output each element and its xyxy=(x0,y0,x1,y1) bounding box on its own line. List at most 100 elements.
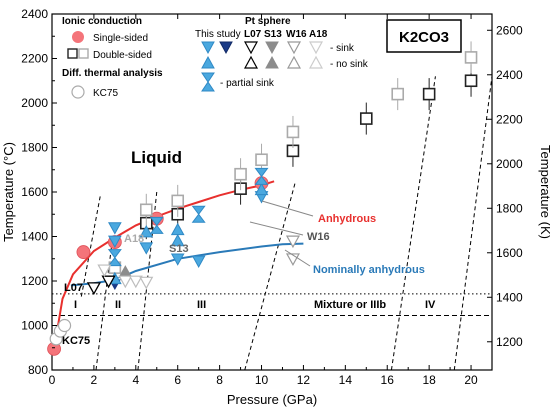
double-sided-point-gray xyxy=(171,194,185,208)
legend-l07-nosink-marker xyxy=(243,55,259,69)
legend-w16-sink-marker xyxy=(286,41,302,55)
y-tick-label: 1000 xyxy=(21,319,48,333)
l07-sink-point xyxy=(86,282,102,296)
y-right-tick-label: 1600 xyxy=(496,246,523,260)
single-sided-point xyxy=(76,245,91,259)
y-tick-label: 800 xyxy=(28,363,48,377)
double-sided-point-gray xyxy=(255,153,268,167)
legend-partial-sink: - partial sink xyxy=(220,78,275,89)
legend-this-study-nosink-marker xyxy=(201,55,215,69)
this-study-sink-point xyxy=(108,222,122,235)
phase-boundary-line xyxy=(390,76,436,371)
legend-ionic: Ionic conduction Single-sided Double-sid… xyxy=(62,16,163,99)
legend-pt-sphere: Pt sphere This study L07 S13 W16 A18 - s… xyxy=(195,16,369,92)
leader-w16 xyxy=(249,221,304,236)
double-sided-point-gray xyxy=(391,87,405,101)
legend-partial-sink-marker xyxy=(201,72,215,92)
legend-col-a18: A18 xyxy=(309,29,328,40)
legend-this-study-sink-dark-marker xyxy=(219,41,233,55)
annotation-a18: A18 xyxy=(124,233,144,245)
this-study-nosink-point xyxy=(139,225,154,238)
x-tick-label: 4 xyxy=(132,373,139,387)
x-tick-label: 16 xyxy=(381,373,395,387)
legend-single-sided-marker xyxy=(72,31,84,43)
legend-double-gray-marker xyxy=(78,48,89,59)
legend-no-sink: - no sink xyxy=(330,59,369,70)
legend-a18-sink-marker xyxy=(308,41,324,55)
x-tick-label: 20 xyxy=(464,373,478,387)
y-tick-label: 2200 xyxy=(21,52,48,66)
phase-label-i: I xyxy=(74,299,77,311)
double-sided-point xyxy=(422,87,436,101)
this-study-partial-sink-point xyxy=(149,216,164,234)
double-sided-point-gray xyxy=(464,51,478,64)
legend-col-s13: S13 xyxy=(264,29,282,40)
x-tick-label: 2 xyxy=(91,373,98,387)
this-study-nosink-point xyxy=(254,182,269,196)
y-tick-label: 1200 xyxy=(21,274,48,288)
title-box xyxy=(386,19,462,53)
x-tick-label: 0 xyxy=(49,373,56,387)
y-axis-label: Temperature (°C) xyxy=(1,142,16,242)
leader-anhydrous xyxy=(261,200,314,217)
annotation-l07: L07 xyxy=(64,282,83,294)
axes: 0 2 4 6 8 10 12 14 16 18 20 800 1000 1200 1400 1600 1800… xyxy=(21,7,523,387)
chart-title: K2CO3 xyxy=(399,29,449,46)
phase-label-iii: III xyxy=(197,299,206,311)
legend-double-black-marker xyxy=(67,48,78,59)
double-sided-point xyxy=(464,74,478,88)
this-study-sink-point xyxy=(170,253,185,266)
reference-lines xyxy=(52,76,493,371)
phase-boundary-line xyxy=(244,182,296,371)
phase-label-ii: II xyxy=(115,299,121,311)
legend-ionic-title: Ionic conduction xyxy=(62,16,142,27)
this-study-sink-point xyxy=(108,235,122,248)
l07-sink-point xyxy=(101,275,116,289)
phase-boundary-line xyxy=(453,76,493,371)
x-axis-label: Pressure (GPa) xyxy=(227,392,317,407)
y-right-tick-label: 2200 xyxy=(496,112,523,126)
legend-l07-sink-marker xyxy=(243,41,259,55)
x-tick-label: 18 xyxy=(422,373,436,387)
y-tick-label: 1400 xyxy=(21,230,48,244)
this-study-partial-sink-point xyxy=(254,167,269,185)
legend-s13-nosink-marker xyxy=(265,55,279,69)
this-study-partial-sink-point xyxy=(191,205,206,223)
legend-dta-title: Diff. thermal analysis xyxy=(62,68,163,79)
phase-boundary-line xyxy=(80,196,101,297)
y-right-tick-label: 2400 xyxy=(496,68,523,82)
y-tick-label: 2000 xyxy=(21,96,48,110)
this-study-nosink-point xyxy=(170,222,185,236)
phase-boundary-line xyxy=(95,236,114,371)
annotation-nominally-anhydrous: Nominally anhydrous xyxy=(313,264,425,276)
legend-w16-nosink-marker xyxy=(286,55,302,69)
this-study-sink-point xyxy=(139,242,154,255)
y-tick-label: 2400 xyxy=(21,7,48,21)
legend-sink: - sink xyxy=(330,43,355,54)
legend-single-sided: Single-sided xyxy=(93,33,148,44)
y-right-tick-label: 2000 xyxy=(496,157,523,171)
a18-sink-point xyxy=(118,275,133,289)
y-right-tick-label: 2600 xyxy=(496,23,523,37)
legend-s13-sink-marker xyxy=(265,41,279,55)
a18-sink-point xyxy=(97,264,112,278)
legend-col-this-study: This study xyxy=(195,29,241,40)
legend-this-study-sink-marker xyxy=(201,41,215,55)
annotation-kc75: KC75 xyxy=(62,335,90,347)
x-tick-label: 8 xyxy=(216,373,223,387)
legend-col-l07: L07 xyxy=(244,29,262,40)
kc75-point xyxy=(57,318,72,333)
phase-label-iv: IV xyxy=(425,299,436,311)
region-label-liquid: Liquid xyxy=(131,148,182,167)
x-tick-label: 6 xyxy=(174,373,181,387)
this-study-nosink-point xyxy=(170,233,185,247)
annotation-s13: S13 xyxy=(169,243,189,255)
y-tick-label: 1600 xyxy=(21,185,48,199)
y-right-tick-label: 1800 xyxy=(496,201,523,215)
y-right-tick-label: 1400 xyxy=(496,290,523,304)
legend-double-sided: Double-sided xyxy=(93,50,152,61)
legend-a18-nosink-marker xyxy=(308,55,324,69)
this-study-sink-point xyxy=(191,255,206,269)
a18-sink-point xyxy=(128,275,143,289)
